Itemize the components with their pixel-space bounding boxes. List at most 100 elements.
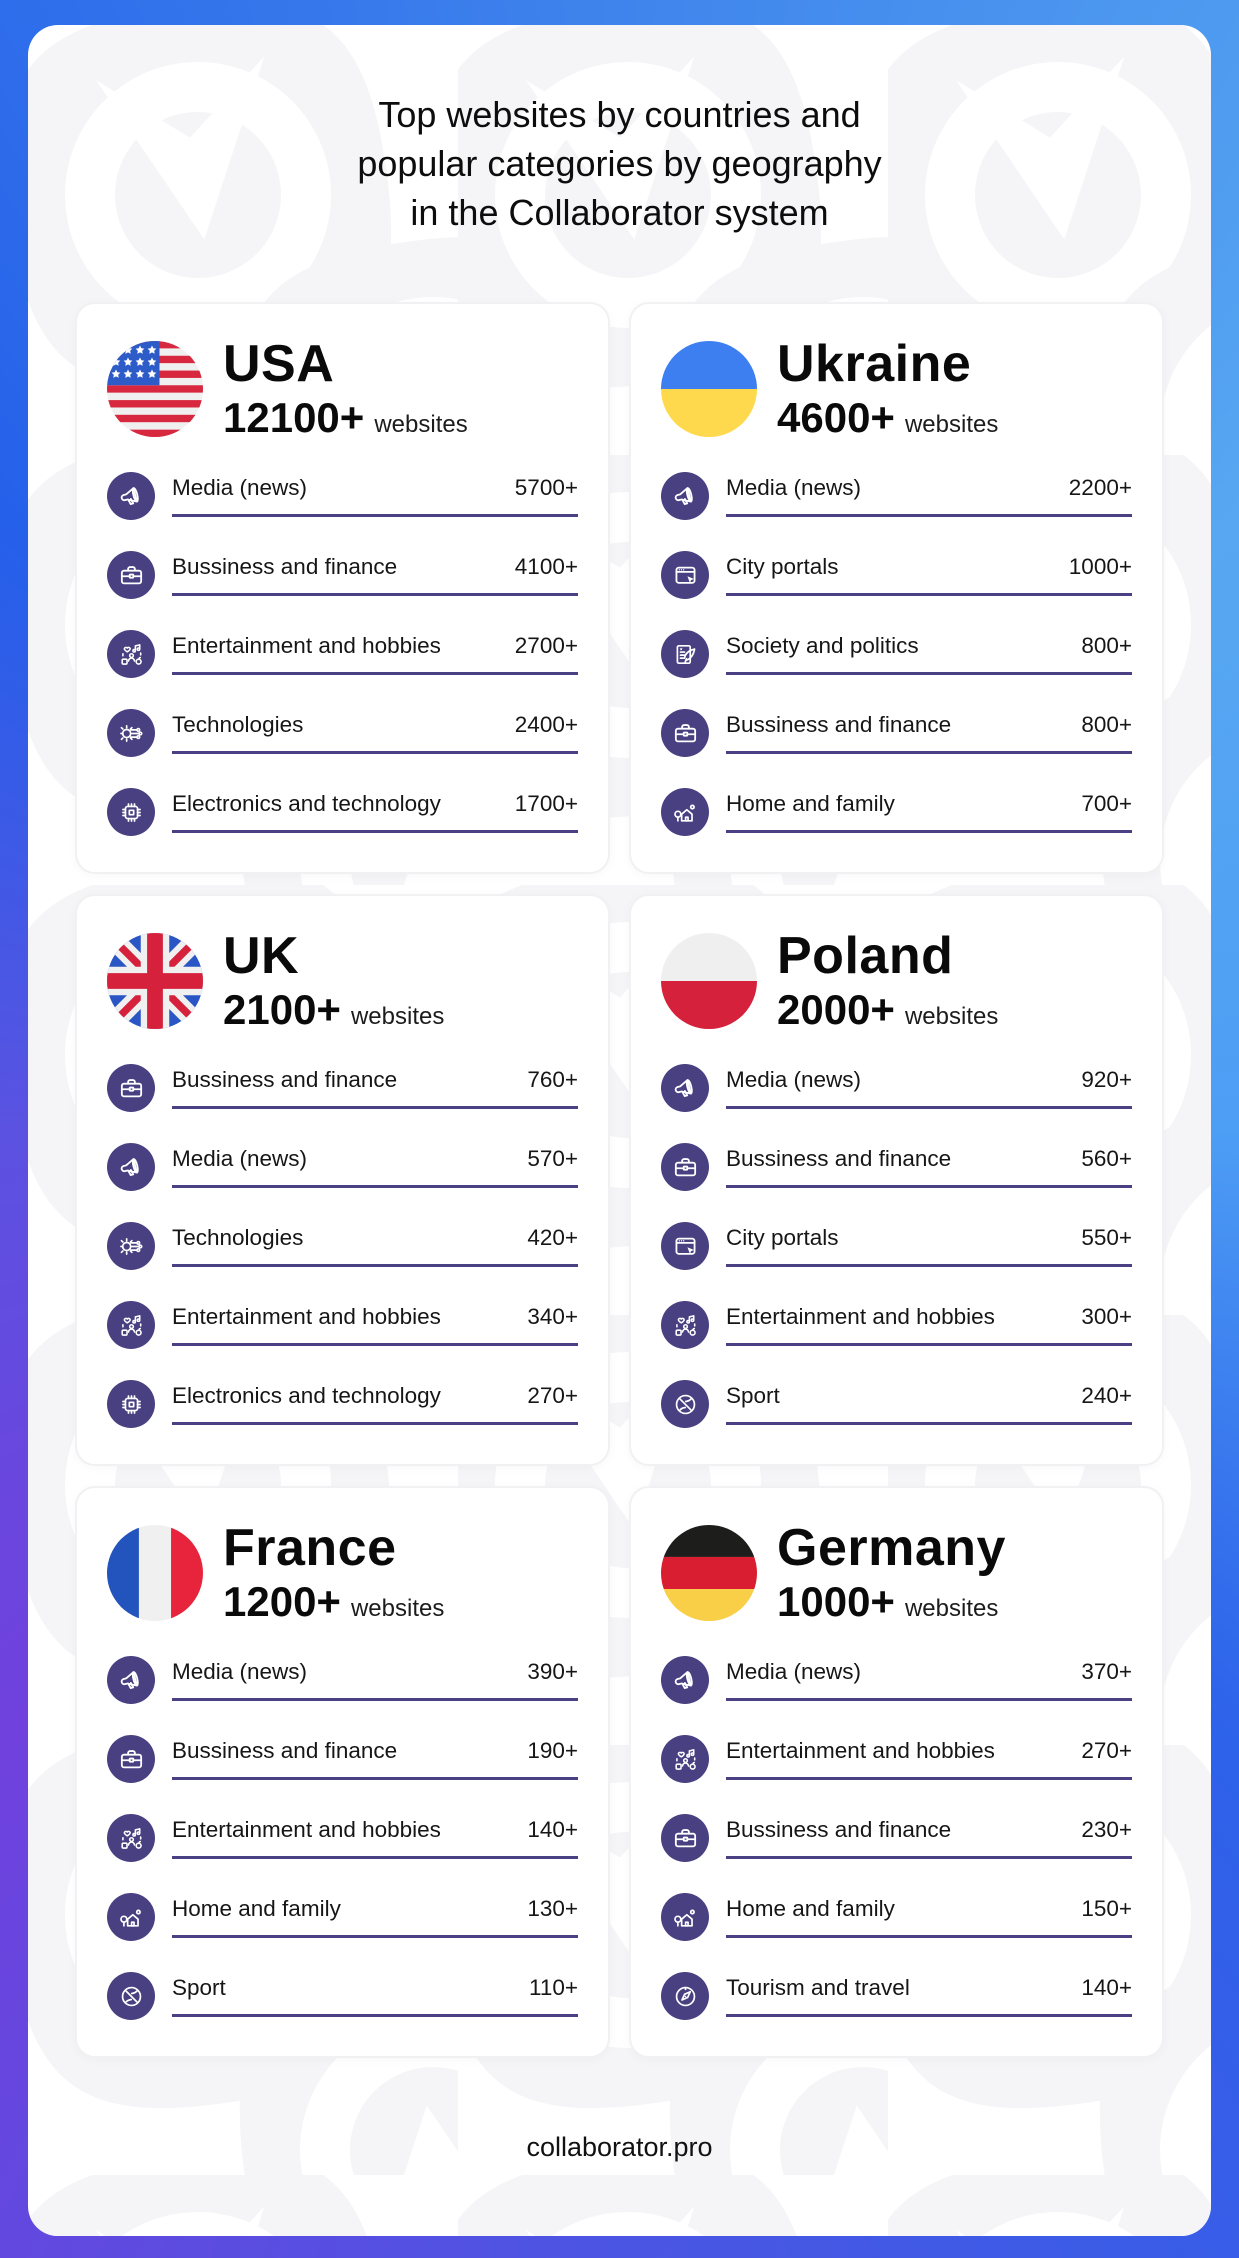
category-label: Media (news) <box>172 475 308 501</box>
category-row-body: Bussiness and finance 230+ <box>726 1817 1132 1860</box>
category-row-body: Sport 110+ <box>172 1975 578 2018</box>
country-card-usa: USA 12100+ websites Media (news) 5700+ <box>75 301 610 875</box>
category-list: Media (news) 370+ Entertainment and hobb… <box>661 1656 1132 2021</box>
website-count: 2100+ <box>223 986 341 1034</box>
websites-label: websites <box>904 411 999 439</box>
briefcase-icon <box>661 1143 709 1192</box>
megaphone-icon <box>107 1143 155 1192</box>
category-count: 2400+ <box>514 712 578 738</box>
poland-flag-icon <box>661 933 757 1030</box>
megaphone-icon <box>661 1064 709 1113</box>
category-count: 140+ <box>527 1817 578 1843</box>
category-row-body: Tourism and travel 140+ <box>726 1975 1132 2018</box>
briefcase-icon <box>661 709 709 758</box>
briefcase-icon <box>107 551 155 600</box>
card-header: Ukraine 4600+ websites <box>661 336 1132 442</box>
country-name: France <box>223 1519 397 1578</box>
category-count: 800+ <box>1081 633 1132 659</box>
house-family-icon <box>661 788 709 837</box>
country-card-france: France 1200+ websites Media (news) 390+ <box>75 1486 610 2059</box>
category-count: 190+ <box>527 1738 578 1764</box>
website-count: 1000+ <box>777 1578 895 1626</box>
category-count: 270+ <box>527 1383 578 1409</box>
france-flag-icon <box>107 1525 203 1622</box>
category-count: 700+ <box>1081 791 1132 817</box>
country-card-poland: Poland 2000+ websites Media (news) 920+ <box>629 894 1164 1467</box>
category-row-body: Bussiness and finance 4100+ <box>172 554 578 596</box>
card-title-block: Ukraine 4600+ websites <box>777 336 998 442</box>
page-title-line-2: popular categories by geography <box>357 142 882 184</box>
document-quill-icon <box>661 630 709 679</box>
cpu-chip-icon <box>107 1380 155 1429</box>
footer-brand: collaborator.pro <box>526 2132 713 2163</box>
category-count: 420+ <box>527 1225 578 1251</box>
basketball-icon <box>107 1972 155 2021</box>
category-row: Media (news) 2200+ <box>661 472 1132 521</box>
category-row: Technologies 2400+ <box>107 709 578 758</box>
category-row: Home and family 700+ <box>661 788 1132 837</box>
website-count: 2000+ <box>777 986 895 1034</box>
country-card-ukraine: Ukraine 4600+ websites Media (news) 2200… <box>629 301 1164 875</box>
category-row-body: Media (news) 2200+ <box>726 475 1132 517</box>
briefcase-icon <box>107 1064 155 1113</box>
category-row-body: City portals 1000+ <box>726 554 1132 596</box>
websites-label: websites <box>374 411 468 439</box>
category-count: 370+ <box>1081 1659 1132 1685</box>
category-row: Entertainment and hobbies 300+ <box>661 1301 1132 1350</box>
category-count: 5700+ <box>514 475 578 501</box>
category-row: Media (news) 370+ <box>661 1656 1132 1705</box>
country-name: USA <box>223 334 335 393</box>
category-row-body: Home and family 700+ <box>726 791 1132 833</box>
gear-circuit-icon <box>107 1222 155 1271</box>
briefcase-icon <box>661 1814 709 1863</box>
category-row-body: Media (news) 370+ <box>726 1659 1132 1702</box>
category-label: Entertainment and hobbies <box>726 1304 995 1330</box>
category-label: Tourism and travel <box>726 1975 910 2001</box>
country-card-germany: Germany 1000+ websites Media (news) 370+ <box>629 1486 1164 2059</box>
category-label: Media (news) <box>726 1067 862 1093</box>
category-label: Entertainment and hobbies <box>172 1817 441 1843</box>
category-label: Bussiness and finance <box>172 1067 398 1093</box>
category-row: Technologies 420+ <box>107 1222 578 1271</box>
category-row: Media (news) 570+ <box>107 1143 578 1192</box>
country-name: UK <box>223 927 300 986</box>
category-row: Media (news) 5700+ <box>107 472 578 521</box>
category-row-body: Entertainment and hobbies 340+ <box>172 1304 578 1347</box>
category-row-body: Home and family 150+ <box>726 1896 1132 1939</box>
category-row: Tourism and travel 140+ <box>661 1972 1132 2021</box>
country-count-line: 12100+ websites <box>223 394 468 442</box>
category-row-body: Electronics and technology 270+ <box>172 1383 578 1426</box>
card-header: France 1200+ websites <box>107 1520 578 1626</box>
basketball-icon <box>661 1380 709 1429</box>
category-row: Sport 240+ <box>661 1380 1132 1429</box>
entertainment-icon <box>107 1814 155 1863</box>
megaphone-icon <box>661 472 709 521</box>
category-list: Media (news) 2200+ City portals 1000+ <box>661 472 1132 837</box>
category-count: 4100+ <box>514 554 578 580</box>
category-label: Media (news) <box>172 1659 308 1685</box>
category-row-body: Entertainment and hobbies 2700+ <box>172 633 578 675</box>
country-count-line: 2100+ websites <box>223 986 444 1034</box>
category-label: Home and family <box>726 791 895 817</box>
entertainment-icon <box>661 1301 709 1350</box>
category-label: Bussiness and finance <box>726 712 952 738</box>
page-title-line-3: in the Collaborator system <box>410 191 829 233</box>
category-row: Bussiness and finance 190+ <box>107 1735 578 1784</box>
website-count: 1200+ <box>223 1578 341 1626</box>
category-label: Entertainment and hobbies <box>726 1738 995 1764</box>
category-count: 1000+ <box>1068 554 1132 580</box>
category-label: Society and politics <box>726 633 919 659</box>
house-family-icon <box>661 1893 709 1942</box>
compass-icon <box>661 1972 709 2021</box>
infographic-canvas: Top websites by countries and popular ca… <box>28 25 1211 2236</box>
category-row: Entertainment and hobbies 140+ <box>107 1814 578 1863</box>
website-count: 4600+ <box>777 394 895 442</box>
category-count: 2200+ <box>1068 475 1132 501</box>
country-count-line: 1000+ websites <box>777 1578 1006 1626</box>
category-list: Bussiness and finance 760+ Media (news) … <box>107 1064 578 1429</box>
house-family-icon <box>107 1893 155 1942</box>
category-count: 340+ <box>527 1304 578 1330</box>
category-label: Technologies <box>172 712 304 738</box>
category-list: Media (news) 920+ Bussiness and finance … <box>661 1064 1132 1429</box>
category-row-body: Entertainment and hobbies 270+ <box>726 1738 1132 1781</box>
